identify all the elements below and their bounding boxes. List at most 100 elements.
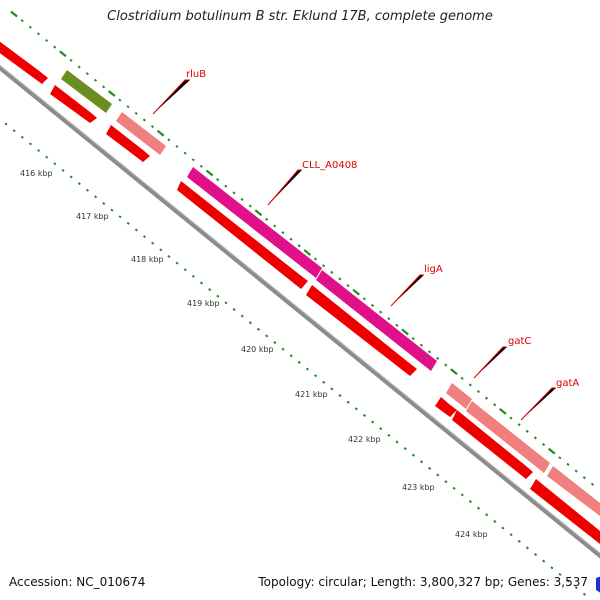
- minor-tick: [395, 323, 399, 327]
- accession-text: Accession: NC_010674: [9, 575, 146, 589]
- minor-tick: [460, 376, 464, 380]
- gene-next[interactable]: [547, 466, 600, 516]
- minor-tick: [150, 125, 155, 129]
- minor-tick: [77, 182, 81, 186]
- minor-tick: [468, 500, 472, 504]
- minor-tick: [232, 307, 236, 311]
- rluB-leader: [152, 79, 190, 115]
- minor-tick: [232, 191, 236, 195]
- minor-tick: [265, 217, 269, 221]
- minor-tick: [273, 341, 277, 345]
- minor-tick: [248, 204, 252, 208]
- gene-label-rluB: rluB: [186, 69, 206, 80]
- minor-tick: [208, 288, 212, 292]
- gene-gatC[interactable]: [446, 383, 472, 409]
- minor-tick: [525, 546, 529, 550]
- gene-gatA[interactable]: [466, 401, 550, 473]
- minor-tick: [314, 374, 318, 378]
- feature-arrow-6[interactable]: [435, 397, 457, 417]
- minor-tick: [224, 301, 228, 305]
- minor-tick: [330, 270, 334, 274]
- feature-arrow-2[interactable]: [50, 85, 97, 123]
- minor-tick: [501, 526, 505, 530]
- gene-ligA[interactable]: [316, 270, 437, 371]
- major-tick: [10, 10, 18, 18]
- minor-tick: [517, 423, 521, 427]
- kbp-label-419: 419 kbp: [187, 299, 220, 308]
- CLL_A0408-leader: [267, 169, 302, 206]
- minor-tick: [142, 118, 146, 122]
- minor-tick: [428, 466, 432, 470]
- minor-tick: [159, 248, 163, 252]
- major-tick: [254, 209, 263, 217]
- kbp-label-420: 420 kbp: [241, 345, 274, 354]
- reverse-strand-features: [0, 38, 600, 544]
- minor-tick: [411, 453, 415, 457]
- minor-tick: [297, 360, 301, 364]
- minor-tick: [273, 224, 277, 228]
- minor-tick: [224, 184, 228, 188]
- minor-tick: [240, 197, 244, 201]
- feature-arrow-3[interactable]: [106, 125, 150, 162]
- genome-summary-text: Topology: circular; Length: 3,800,327 bp…: [258, 575, 588, 589]
- minor-tick: [142, 235, 147, 239]
- major-tick: [450, 368, 458, 376]
- minor-tick: [411, 337, 415, 341]
- feature-arrow-8[interactable]: [530, 479, 600, 544]
- feature-arrow-7[interactable]: [452, 410, 533, 479]
- minor-tick: [460, 493, 464, 497]
- minor-tick: [476, 506, 481, 510]
- minor-tick: [509, 533, 513, 537]
- minor-tick: [558, 456, 562, 460]
- forward-strand-features: [61, 70, 600, 516]
- major-tick: [547, 447, 556, 455]
- minor-tick: [574, 586, 578, 590]
- gene-CLL_A0408[interactable]: [187, 167, 322, 278]
- major-tick: [303, 249, 312, 256]
- kbp-labels: 416 kbp 417 kbp 418 kbp 419 kbp 420 kbp …: [20, 169, 488, 539]
- minor-tick: [338, 277, 342, 281]
- green-feature[interactable]: [61, 70, 112, 113]
- minor-tick: [582, 476, 586, 480]
- minor-tick: [12, 129, 16, 133]
- minor-tick: [444, 480, 448, 484]
- next-feature-marker[interactable]: [596, 576, 600, 594]
- minor-tick: [371, 420, 375, 424]
- minor-tick: [362, 413, 367, 417]
- minor-tick: [102, 201, 106, 206]
- feature-arrow-1[interactable]: [0, 38, 48, 84]
- gene-rluB[interactable]: [116, 112, 166, 155]
- minor-tick: [77, 65, 81, 69]
- minor-tick: [265, 334, 269, 338]
- minor-tick: [590, 482, 595, 486]
- minor-tick: [4, 122, 8, 126]
- minor-tick: [468, 383, 472, 387]
- minor-tick: [53, 162, 57, 166]
- gatC-leader: [473, 346, 507, 379]
- minor-tick: [362, 297, 366, 301]
- minor-tick: [110, 208, 114, 212]
- minor-tick: [216, 294, 220, 298]
- minor-tick: [395, 440, 399, 444]
- minor-tick: [85, 188, 90, 192]
- backbone-line: [0, 65, 600, 559]
- feature-arrow-4[interactable]: [177, 181, 308, 289]
- minor-tick: [305, 367, 310, 371]
- minor-tick: [69, 175, 73, 179]
- minor-tick: [387, 317, 391, 321]
- feature-arrow-5[interactable]: [306, 285, 417, 376]
- minor-tick: [183, 151, 187, 155]
- minor-tick: [574, 469, 578, 473]
- minor-tick: [191, 158, 195, 162]
- gene-label-gatA: gatA: [556, 378, 579, 389]
- minor-tick: [20, 135, 24, 139]
- minor-tick: [582, 592, 587, 596]
- minor-tick: [322, 380, 326, 384]
- major-tick: [205, 169, 214, 177]
- minor-tick: [558, 572, 562, 576]
- minor-tick: [118, 215, 122, 219]
- minor-tick: [493, 403, 497, 407]
- minor-tick: [126, 221, 130, 225]
